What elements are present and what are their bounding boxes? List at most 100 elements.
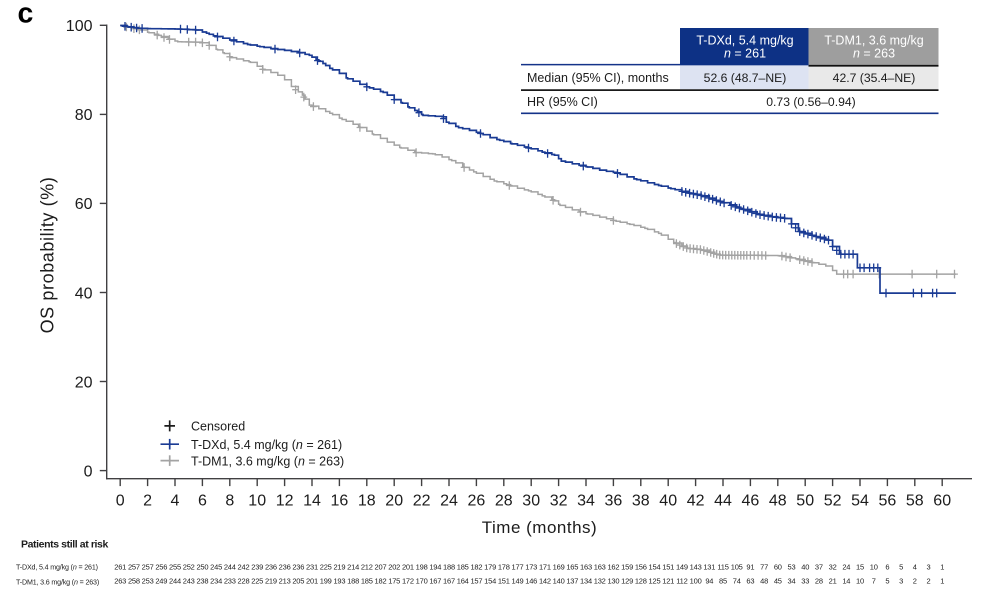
svg-text:16: 16 (331, 493, 349, 510)
svg-text:130: 130 (607, 577, 619, 586)
svg-text:52.6 (48.7–NE): 52.6 (48.7–NE) (704, 71, 787, 85)
svg-text:24: 24 (842, 562, 850, 571)
svg-text:45: 45 (774, 577, 782, 586)
svg-text:24: 24 (440, 493, 458, 510)
svg-text:129: 129 (621, 577, 633, 586)
svg-text:143: 143 (690, 562, 702, 571)
svg-text:151: 151 (498, 577, 510, 586)
svg-text:32: 32 (829, 562, 837, 571)
svg-text:20: 20 (385, 493, 403, 510)
svg-text:n = 263: n = 263 (853, 46, 895, 60)
svg-text:255: 255 (169, 562, 181, 571)
svg-text:170: 170 (416, 577, 428, 586)
svg-text:185: 185 (361, 577, 373, 586)
svg-text:234: 234 (210, 577, 222, 586)
svg-text:105: 105 (731, 562, 743, 571)
svg-text:28: 28 (815, 577, 823, 586)
svg-text:163: 163 (580, 562, 592, 571)
svg-text:163: 163 (594, 562, 606, 571)
svg-text:56: 56 (879, 493, 897, 510)
svg-text:199: 199 (320, 577, 332, 586)
svg-text:33: 33 (801, 577, 809, 586)
svg-text:77: 77 (760, 562, 768, 571)
svg-text:T-DM1, 3.6 mg/kg (n = 263): T-DM1, 3.6 mg/kg (n = 263) (16, 579, 99, 587)
svg-text:54: 54 (851, 493, 869, 510)
svg-text:167: 167 (429, 577, 441, 586)
svg-text:30: 30 (522, 493, 540, 510)
svg-text:175: 175 (388, 577, 400, 586)
svg-text:212: 212 (361, 562, 373, 571)
svg-text:112: 112 (676, 577, 687, 586)
svg-text:231: 231 (306, 562, 318, 571)
svg-text:4: 4 (171, 493, 180, 510)
svg-text:60: 60 (774, 562, 782, 571)
svg-text:5: 5 (885, 577, 889, 586)
svg-text:156: 156 (635, 562, 647, 571)
svg-text:3: 3 (927, 562, 931, 571)
svg-text:52: 52 (824, 493, 842, 510)
svg-text:26: 26 (468, 493, 486, 510)
svg-text:245: 245 (210, 562, 222, 571)
svg-text:1: 1 (940, 577, 944, 586)
svg-text:60: 60 (75, 196, 93, 213)
svg-text:250: 250 (196, 562, 208, 571)
svg-text:261: 261 (114, 562, 126, 571)
svg-text:149: 149 (676, 562, 688, 571)
svg-text:18: 18 (358, 493, 376, 510)
svg-text:258: 258 (128, 577, 140, 586)
svg-text:5: 5 (899, 562, 903, 571)
svg-text:Median (95% CI), months: Median (95% CI), months (527, 71, 669, 85)
svg-text:42.7 (35.4–NE): 42.7 (35.4–NE) (833, 71, 916, 85)
svg-text:249: 249 (155, 577, 167, 586)
svg-text:239: 239 (251, 562, 263, 571)
svg-text:179: 179 (484, 562, 496, 571)
svg-text:74: 74 (733, 577, 741, 586)
svg-text:91: 91 (746, 562, 754, 571)
svg-text:140: 140 (553, 577, 565, 586)
svg-text:257: 257 (142, 562, 154, 571)
svg-text:T-DXd, 5.4 mg/kg (n = 261): T-DXd, 5.4 mg/kg (n = 261) (16, 563, 98, 571)
svg-text:219: 219 (265, 577, 277, 586)
svg-text:34: 34 (788, 577, 796, 586)
svg-text:4: 4 (913, 562, 917, 571)
svg-text:193: 193 (333, 577, 345, 586)
svg-text:58: 58 (906, 493, 924, 510)
svg-text:115: 115 (717, 562, 728, 571)
svg-text:60: 60 (933, 493, 951, 510)
svg-text:Time (months): Time (months) (482, 518, 597, 537)
svg-text:131: 131 (703, 562, 715, 571)
svg-text:2: 2 (143, 493, 152, 510)
svg-text:80: 80 (75, 107, 93, 124)
svg-text:125: 125 (649, 577, 661, 586)
svg-text:6: 6 (198, 493, 207, 510)
svg-text:149: 149 (512, 577, 524, 586)
svg-text:7: 7 (872, 577, 876, 586)
svg-text:201: 201 (306, 577, 318, 586)
svg-text:134: 134 (580, 577, 592, 586)
svg-text:n = 261: n = 261 (724, 46, 766, 60)
svg-text:132: 132 (594, 577, 606, 586)
svg-text:10: 10 (856, 577, 864, 586)
svg-text:164: 164 (457, 577, 469, 586)
svg-text:244: 244 (169, 577, 181, 586)
svg-text:177: 177 (512, 562, 524, 571)
svg-text:182: 182 (470, 562, 482, 571)
svg-text:40: 40 (801, 562, 809, 571)
svg-text:228: 228 (238, 577, 250, 586)
svg-text:178: 178 (498, 562, 510, 571)
svg-text:1: 1 (940, 562, 944, 571)
svg-text:202: 202 (388, 562, 400, 571)
svg-text:2: 2 (913, 577, 917, 586)
svg-text:182: 182 (375, 577, 387, 586)
svg-text:100: 100 (66, 18, 93, 35)
svg-text:Censored: Censored (191, 420, 245, 434)
svg-text:172: 172 (402, 577, 414, 586)
svg-text:8: 8 (225, 493, 234, 510)
svg-text:34: 34 (577, 493, 595, 510)
svg-text:142: 142 (539, 577, 551, 586)
svg-text:48: 48 (769, 493, 787, 510)
svg-text:263: 263 (114, 577, 126, 586)
svg-text:44: 44 (714, 493, 732, 510)
svg-text:194: 194 (429, 562, 441, 571)
svg-text:40: 40 (75, 285, 93, 302)
